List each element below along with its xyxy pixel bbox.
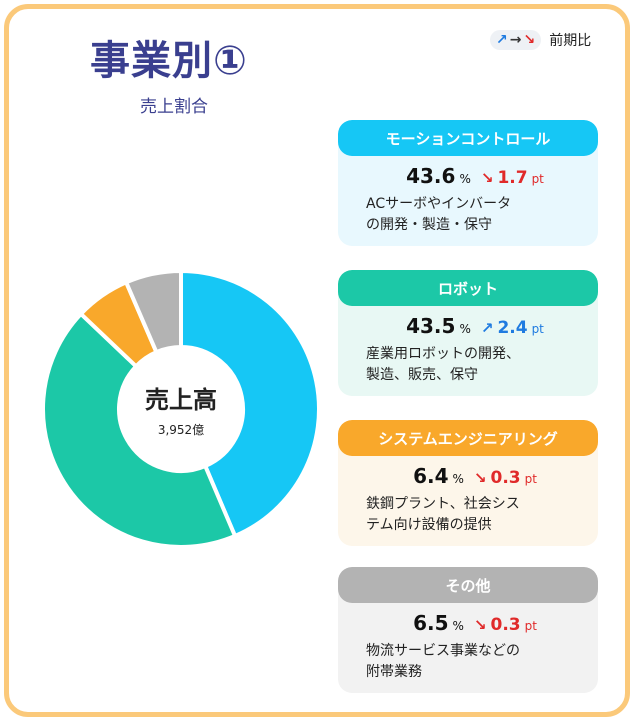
legend-arrows: ↗ → ↘ xyxy=(490,30,542,50)
change-unit: pt xyxy=(524,619,537,633)
description-line: 鉄鋼プラント、社会シス xyxy=(366,496,520,512)
segment-change: 0.3 xyxy=(490,468,521,488)
page-subtitle: 売上割合 xyxy=(140,97,208,117)
segment-share: 6.4 xyxy=(413,464,449,488)
segment-card-system: システムエンジニアリング 6.4 % ↘ 0.3 pt 鉄鋼プラント、社会シス … xyxy=(338,420,598,546)
segment-metric: 6.5 % ↘ 0.3 pt xyxy=(366,611,584,635)
segment-header-motion: モーションコントロール xyxy=(338,120,598,156)
donut-slice-motion xyxy=(179,268,321,539)
segment-description: 産業用ロボットの開発、 製造、販売、保守 xyxy=(366,344,584,386)
donut-svg xyxy=(41,268,321,549)
description-line: 物流サービス事業などの xyxy=(366,643,520,659)
segment-header-other: その他 xyxy=(338,567,598,603)
arrow-down-icon: ↘ xyxy=(523,32,536,48)
segment-body-other: 6.5 % ↘ 0.3 pt 物流サービス事業などの 附帯業務 xyxy=(338,603,598,693)
trend-arrow-icon: ↗ xyxy=(480,319,494,337)
sales-donut-chart: 売上高 3,952億 xyxy=(40,268,322,550)
percent-unit: % xyxy=(452,619,464,633)
trend-arrow-icon: ↘ xyxy=(473,616,487,634)
segment-description: 物流サービス事業などの 附帯業務 xyxy=(366,641,584,683)
segment-header-system: システムエンジニアリング xyxy=(338,420,598,456)
segment-metric: 6.4 % ↘ 0.3 pt xyxy=(366,464,584,488)
segment-card-other: その他 6.5 % ↘ 0.3 pt 物流サービス事業などの 附帯業務 xyxy=(338,567,598,693)
description-line: ACサーボやインバータ xyxy=(366,196,512,212)
percent-unit: % xyxy=(459,322,471,336)
segment-body-system: 6.4 % ↘ 0.3 pt 鉄鋼プラント、社会シス テム向け設備の提供 xyxy=(338,456,598,546)
segment-description: ACサーボやインバータ の開発・製造・保守 xyxy=(366,194,584,236)
segment-metric: 43.5 % ↗ 2.4 pt xyxy=(366,314,584,338)
segment-change: 1.7 xyxy=(497,168,528,188)
trend-arrow-icon: ↘ xyxy=(473,469,487,487)
segment-metric: 43.6 % ↘ 1.7 pt xyxy=(366,164,584,188)
page-title: 事業別① xyxy=(90,38,248,84)
description-line: テム向け設備の提供 xyxy=(366,517,492,533)
donut-slice-robot xyxy=(41,311,238,549)
segment-body-robot: 43.5 % ↗ 2.4 pt 産業用ロボットの開発、 製造、販売、保守 xyxy=(338,306,598,396)
description-line: 附帯業務 xyxy=(366,664,422,680)
trend-arrow-icon: ↘ xyxy=(480,169,494,187)
description-line: 産業用ロボットの開発、 xyxy=(366,346,520,362)
segment-share: 6.5 xyxy=(413,611,449,635)
arrow-up-icon: ↗ xyxy=(496,32,508,48)
change-legend: ↗ → ↘ 前期比 xyxy=(490,30,591,50)
change-unit: pt xyxy=(524,472,537,486)
segment-body-motion: 43.6 % ↘ 1.7 pt ACサーボやインバータ の開発・製造・保守 xyxy=(338,156,598,246)
segment-change: 0.3 xyxy=(490,615,521,635)
change-unit: pt xyxy=(531,322,544,336)
segment-change: 2.4 xyxy=(497,318,528,338)
description-line: 製造、販売、保守 xyxy=(366,367,478,383)
segment-card-motion: モーションコントロール 43.6 % ↘ 1.7 pt ACサーボやインバータ … xyxy=(338,120,598,246)
description-line: の開発・製造・保守 xyxy=(366,217,492,233)
segment-header-robot: ロボット xyxy=(338,270,598,306)
donut-slice-other xyxy=(123,268,183,355)
percent-unit: % xyxy=(452,472,464,486)
segment-card-robot: ロボット 43.5 % ↗ 2.4 pt 産業用ロボットの開発、 製造、販売、保… xyxy=(338,270,598,396)
legend-label: 前期比 xyxy=(549,33,592,49)
segment-description: 鉄鋼プラント、社会シス テム向け設備の提供 xyxy=(366,494,584,536)
segment-share: 43.6 xyxy=(406,164,456,188)
percent-unit: % xyxy=(459,172,471,186)
arrow-flat-icon: → xyxy=(509,32,522,48)
change-unit: pt xyxy=(531,172,544,186)
segment-share: 43.5 xyxy=(406,314,456,338)
